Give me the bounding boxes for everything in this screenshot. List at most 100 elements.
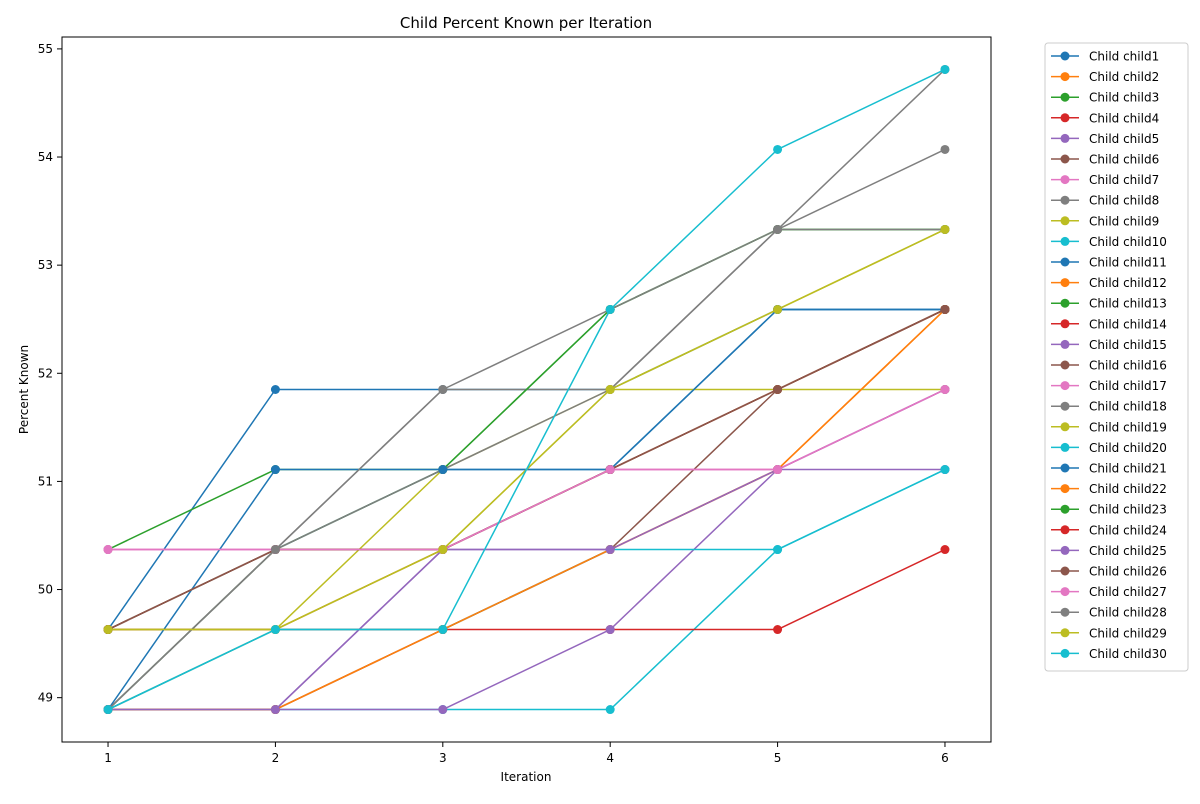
y-tick-label: 50 [38, 583, 53, 597]
legend-item: Child child19 [1051, 420, 1167, 434]
y-tick-label: 54 [38, 150, 53, 164]
y-tick-label: 51 [38, 474, 53, 488]
legend-item: Child child18 [1051, 400, 1167, 414]
legend-item: Child child6 [1051, 153, 1159, 167]
legend-item: Child child20 [1051, 441, 1167, 455]
data-point [773, 224, 783, 234]
data-point [605, 465, 615, 475]
y-tick-label: 55 [38, 42, 53, 56]
legend-marker [1060, 360, 1070, 370]
data-point [605, 545, 615, 555]
legend-marker [1060, 566, 1070, 576]
data-point [940, 304, 950, 314]
y-tick-label: 53 [38, 258, 53, 272]
legend-item: Child child8 [1051, 194, 1159, 208]
legend-marker [1060, 463, 1070, 473]
y-axis-label: Percent Known [17, 345, 31, 434]
plot-frame [61, 36, 992, 743]
legend-item: Child child1 [1051, 50, 1159, 64]
legend-label: Child child14 [1089, 317, 1167, 331]
legend-label: Child child20 [1089, 441, 1167, 455]
legend-label: Child child3 [1089, 91, 1159, 105]
data-point [103, 705, 113, 715]
legend-marker [1060, 381, 1070, 391]
legend-marker [1060, 442, 1070, 452]
data-point [605, 385, 615, 394]
data-point [270, 625, 280, 635]
data-point [605, 304, 615, 314]
data-point [940, 385, 950, 394]
legend-label: Child child6 [1089, 153, 1159, 167]
legend-marker [1060, 113, 1070, 123]
legend-item: Child child24 [1051, 523, 1167, 537]
legend-marker [1060, 175, 1070, 185]
legend-label: Child child4 [1089, 111, 1159, 125]
legend-marker [1060, 51, 1070, 61]
legend-item: Child child3 [1051, 91, 1159, 105]
data-point [270, 465, 280, 475]
legend-item: Child child27 [1051, 585, 1167, 599]
data-point [773, 625, 783, 635]
series-line [107, 68, 946, 711]
x-tick-label: 5 [774, 751, 782, 765]
legend: Child child1 Child child2 Child child3 Chil… [1044, 42, 1189, 672]
x-tick-label: 2 [272, 751, 280, 765]
chart-title: Child Percent Known per Iteration [400, 14, 652, 32]
series-line [107, 228, 945, 711]
data-point [940, 64, 950, 74]
legend-marker [1060, 648, 1070, 658]
data-point [773, 144, 783, 154]
legend-marker [1060, 545, 1070, 555]
data-point [605, 625, 615, 635]
legend-marker [1060, 298, 1070, 308]
legend-item: Child child11 [1051, 256, 1167, 270]
data-point [438, 705, 448, 715]
legend-label: Child child15 [1089, 338, 1167, 352]
legend-item: Child child25 [1051, 544, 1167, 558]
legend-item: Child child10 [1051, 235, 1167, 249]
legend-item: Child child7 [1051, 173, 1159, 187]
legend-label: Child child29 [1089, 626, 1167, 640]
legend-label: Child child23 [1089, 503, 1167, 517]
legend-item: Child child12 [1051, 276, 1167, 290]
data-point [940, 224, 950, 234]
data-point [605, 705, 615, 715]
legend-item: Child child17 [1051, 379, 1167, 393]
legend-marker [1060, 587, 1070, 597]
legend-marker [1060, 422, 1070, 432]
x-tick-label: 6 [941, 751, 949, 765]
legend-item: Child child21 [1051, 462, 1167, 476]
legend-label: Child child26 [1089, 565, 1167, 579]
data-point [103, 625, 113, 635]
legend-item: Child child13 [1051, 297, 1167, 311]
legend-item: Child child30 [1051, 647, 1167, 661]
y-tick-label: 49 [38, 691, 53, 705]
legend-marker [1060, 278, 1070, 288]
data-point [773, 385, 783, 394]
legend-item: Child child4 [1051, 111, 1159, 125]
legend-label: Child child8 [1089, 194, 1159, 208]
data-point [773, 304, 783, 314]
legend-item: Child child23 [1051, 503, 1167, 517]
data-point [940, 465, 950, 475]
data-point [438, 385, 448, 394]
x-tick-label: 1 [104, 751, 112, 765]
legend-marker [1060, 154, 1070, 164]
legend-item: Child child14 [1051, 317, 1167, 331]
legend-marker [1060, 72, 1070, 82]
y-tick-label: 52 [38, 366, 53, 380]
legend-item: Child child5 [1051, 132, 1159, 146]
legend-label: Child child19 [1089, 420, 1167, 434]
legend-marker [1060, 401, 1070, 411]
x-tick-label: 4 [606, 751, 614, 765]
legend-item: Child child16 [1051, 359, 1167, 373]
legend-label: Child child13 [1089, 297, 1167, 311]
legend-label: Child child9 [1089, 214, 1159, 228]
legend-item: Child child9 [1051, 214, 1159, 228]
data-point [270, 385, 280, 394]
data-point [270, 545, 280, 555]
legend-label: Child child2 [1089, 70, 1159, 84]
x-axis-label: Iteration [501, 770, 552, 784]
legend-label: Child child28 [1089, 606, 1167, 620]
